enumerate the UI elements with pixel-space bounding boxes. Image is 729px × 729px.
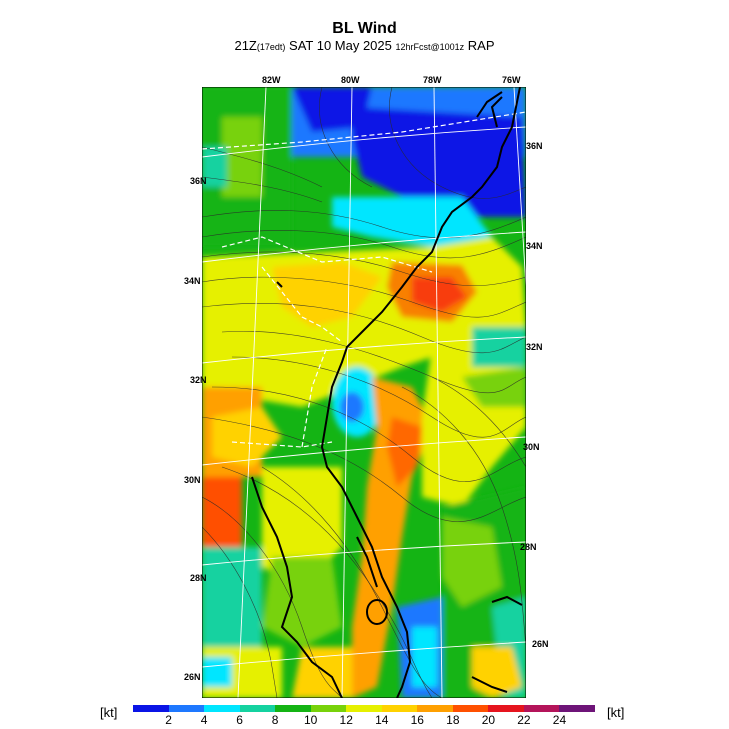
colorbar-label: 20 xyxy=(481,713,496,727)
lon-label-80w: 80W xyxy=(341,75,360,85)
colorbar-label: 10 xyxy=(304,713,318,727)
colorbar-swatch xyxy=(381,705,418,712)
model-name: RAP xyxy=(464,38,495,53)
lat-label-right-32n: 32N xyxy=(526,342,543,352)
colorbar-label: 22 xyxy=(517,713,531,727)
map-subtitle: 21Z(17edt) SAT 10 May 2025 12hrFcst@1001… xyxy=(0,38,729,53)
lat-label-right-28n: 28N xyxy=(520,542,537,552)
coastline xyxy=(251,87,523,698)
colorbar-label: 14 xyxy=(375,713,389,727)
lon-label-78w: 78W xyxy=(423,75,442,85)
lat-label-right-36n: 36N xyxy=(526,141,543,151)
colorbar-swatch xyxy=(452,705,489,712)
colorbar-swatch xyxy=(559,705,595,712)
lat-label-right-30n: 30N xyxy=(523,442,540,452)
streamlines xyxy=(202,87,526,698)
colorbar-label: 18 xyxy=(446,713,460,727)
colorbar-label: 6 xyxy=(236,713,243,727)
valid-date: SAT 10 May 2025 xyxy=(285,38,396,53)
lat-label-left-28n: 28N xyxy=(190,573,207,583)
lon-label-82w: 82W xyxy=(262,75,281,85)
colorbar-unit-right: [kt] xyxy=(607,705,625,720)
lat-label-left-26n: 26N xyxy=(184,672,201,682)
colorbar-swatch xyxy=(310,705,347,712)
colorbar-label: 12 xyxy=(339,713,353,727)
forecast-info: 12hrFcst@1001z xyxy=(395,42,465,52)
colorbar-swatch xyxy=(417,705,453,712)
wind-map xyxy=(202,87,526,698)
valid-time: 21Z xyxy=(234,38,257,53)
colorbar xyxy=(133,705,595,712)
colorbar-swatch xyxy=(346,705,382,712)
colorbar-label: 2 xyxy=(165,713,172,727)
colorbar-swatch xyxy=(488,705,524,712)
colorbar-swatch xyxy=(275,705,311,712)
local-time: (17edt) xyxy=(256,42,286,52)
colorbar-label: 24 xyxy=(552,713,567,727)
colorbar-swatch xyxy=(204,705,240,712)
lat-label-right-26n: 26N xyxy=(532,639,549,649)
colorbar-swatch xyxy=(133,705,169,712)
lat-label-right-34n: 34N xyxy=(526,241,543,251)
colorbar-label: 4 xyxy=(200,713,208,727)
colorbar-swatch xyxy=(239,705,276,712)
colorbar-swatch xyxy=(523,705,560,712)
lat-label-left-32n: 32N xyxy=(190,375,207,385)
lon-label-76w: 76W xyxy=(502,75,521,85)
colorbar-unit-left: [kt] xyxy=(100,705,118,720)
lat-label-left-34n: 34N xyxy=(184,276,201,286)
colorbar-label: 8 xyxy=(271,713,279,727)
colorbar-swatch xyxy=(168,705,205,712)
lat-label-left-30n: 30N xyxy=(184,475,201,485)
colorbar-label: 16 xyxy=(410,713,424,727)
wind-speed-shading xyxy=(202,87,526,698)
lat-lon-grid xyxy=(202,87,526,698)
lat-label-left-36n: 36N xyxy=(190,176,207,186)
map-title: BL Wind xyxy=(332,20,397,37)
